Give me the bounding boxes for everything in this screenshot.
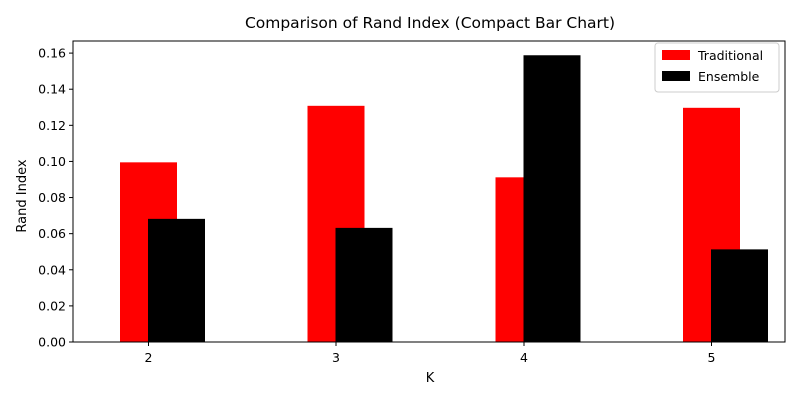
bar-ensemble-2: [148, 218, 205, 342]
legend-label-traditional: Traditional: [697, 48, 763, 63]
y-tick-label: 0.10: [38, 154, 66, 169]
y-tick-label: 0.00: [38, 335, 66, 350]
x-tick-label: 3: [332, 350, 340, 365]
y-tick-label: 0.02: [38, 298, 66, 313]
y-tick-label: 0.08: [38, 190, 66, 205]
y-tick-label: 0.12: [38, 118, 66, 133]
bar-ensemble-3: [335, 227, 393, 342]
chart-title: Comparison of Rand Index (Compact Bar Ch…: [245, 14, 615, 32]
y-tick-label: 0.16: [38, 46, 66, 61]
axes-layer: 0.00 0.02 0.04 0.06 0.08 0.10 0.12 0.14 0.16 2 3 4 5: [38, 40, 786, 365]
bar-ensemble-5: [711, 249, 768, 342]
x-tick-label: 5: [708, 350, 716, 365]
y-tick-label: 0.04: [38, 262, 66, 277]
x-tick-label: 2: [145, 350, 153, 365]
legend-label-ensemble: Ensemble: [698, 69, 760, 84]
legend-swatch-traditional: [662, 50, 690, 60]
legend-swatch-ensemble: [662, 71, 690, 81]
y-tick-label: 0.06: [38, 226, 66, 241]
bar-ensemble-4: [523, 55, 581, 342]
x-tick-label: 4: [520, 350, 528, 365]
bars-layer: [120, 55, 768, 342]
legend: Traditional Ensemble: [654, 42, 780, 93]
plot-frame: [72, 40, 786, 343]
x-axis-label: K: [426, 371, 435, 386]
y-axis-label: Rand Index: [15, 159, 30, 232]
y-tick-label: 0.14: [38, 82, 66, 97]
